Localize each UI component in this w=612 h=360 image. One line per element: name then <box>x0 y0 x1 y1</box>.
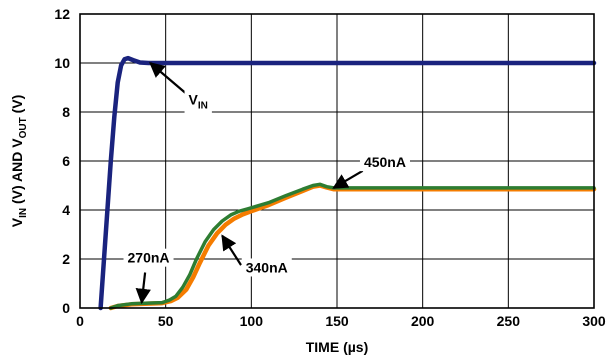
annotation-label: 270nA <box>128 250 170 266</box>
x-axis-title: TIME (µs) <box>306 339 369 355</box>
annotation-label: 450nA <box>364 154 406 170</box>
annotation-arrow <box>149 62 187 95</box>
y-tick-label: 10 <box>54 55 70 71</box>
y-axis-title: VIN (V) AND VOUT (V) <box>9 95 29 228</box>
vin-series-line <box>98 55 597 311</box>
annotation-arrow <box>221 234 242 266</box>
vout-orange-series-line <box>108 183 597 311</box>
plot-area-frame <box>79 13 595 309</box>
x-tick-label: 150 <box>325 313 349 329</box>
vout-green-series-line <box>109 182 596 310</box>
x-tick-label: 50 <box>158 313 174 329</box>
x-tick-label: 300 <box>582 313 606 329</box>
annotation-label-background <box>241 258 292 277</box>
annotation-arrow <box>135 272 151 305</box>
tick-labels: 0 50 100 150 200 250 300 0 2 4 6 8 10 12 <box>54 6 605 329</box>
y-tick-label: 8 <box>62 104 70 120</box>
annotation-label-background <box>359 153 410 172</box>
annotation-label: VIN <box>189 92 208 112</box>
y-tick-label: 4 <box>62 202 70 218</box>
y-tick-label: 6 <box>62 153 70 169</box>
x-tick-label: 100 <box>240 313 264 329</box>
x-tick-label: 250 <box>497 313 521 329</box>
series-group <box>98 55 597 311</box>
y-tick-label: 2 <box>62 251 70 267</box>
annotation-label: 340nA <box>246 259 288 275</box>
x-tick-label: 0 <box>76 313 84 329</box>
annotations: VIN 450nA 270nA 340nA <box>123 62 410 305</box>
y-tick-label: 12 <box>54 6 70 22</box>
annotation-label-background <box>123 248 174 267</box>
x-tick-label: 200 <box>411 313 435 329</box>
y-tick-label: 0 <box>62 300 70 316</box>
annotation-arrow <box>332 169 364 189</box>
annotation-label-background <box>184 90 212 113</box>
